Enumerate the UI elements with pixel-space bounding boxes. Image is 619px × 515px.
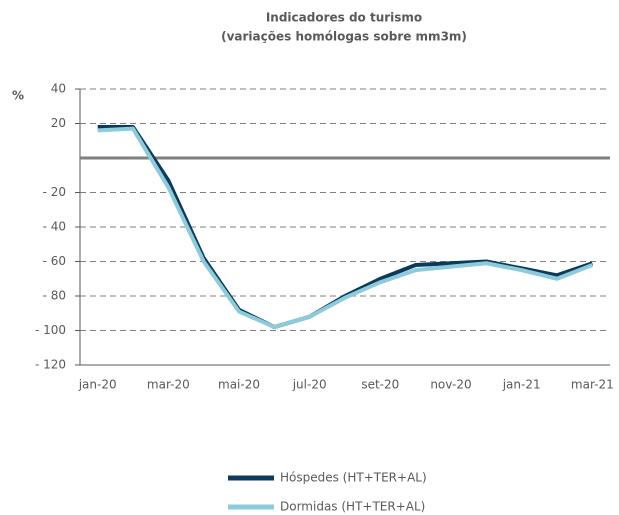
chart-subtitle: (variações homólogas sobre mm3m) (221, 30, 467, 44)
x-tick-label: jan-20 (78, 378, 117, 392)
series-line (97, 126, 594, 330)
x-tick-label: set-20 (361, 378, 399, 392)
y-tick-label: - 80 (43, 289, 66, 303)
y-tick-label: 40 (51, 82, 66, 96)
y-tick-label: - 60 (43, 254, 66, 268)
y-tick-label: - 40 (43, 220, 66, 234)
y-tick-label: - 100 (35, 323, 66, 337)
x-tick-label: jul-20 (292, 378, 327, 392)
chart-title: Indicadores do turismo (266, 11, 422, 25)
y-tick-label: 20 (51, 116, 66, 130)
x-tick-label: mar-20 (147, 378, 190, 392)
y-axis-label: % (12, 89, 24, 103)
legend-label: Hóspedes (HT+TER+AL) (280, 471, 427, 485)
x-tick-label: mar-21 (571, 378, 614, 392)
y-tick-label: - 20 (43, 185, 66, 199)
x-tick-label: nov-20 (430, 378, 471, 392)
x-tick-label: jan-21 (502, 378, 541, 392)
y-tick-label: - 120 (35, 358, 66, 372)
legend-label: Dormidas (HT+TER+AL) (280, 500, 425, 514)
x-tick-label: mai-20 (218, 378, 260, 392)
